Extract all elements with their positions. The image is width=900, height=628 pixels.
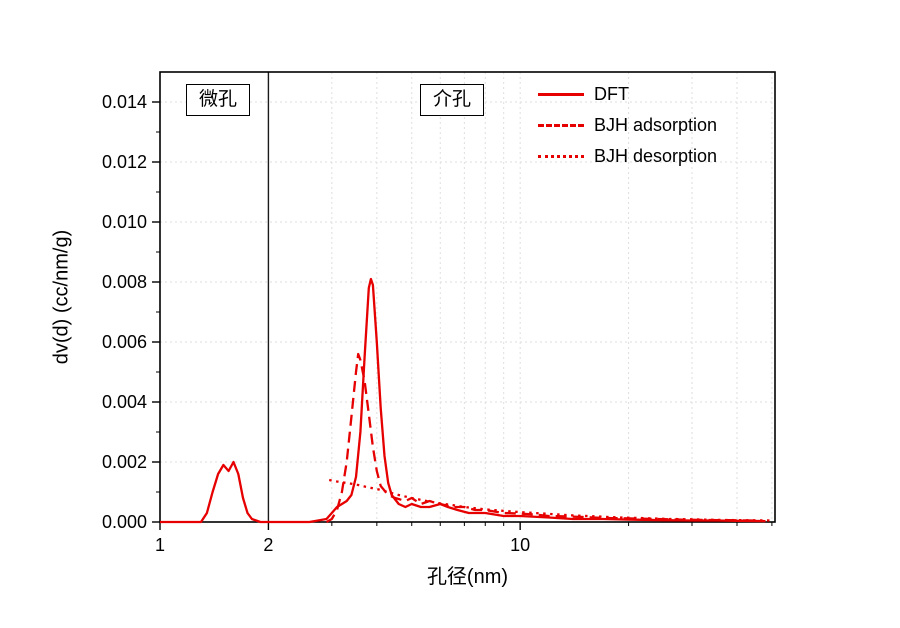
svg-text:0.002: 0.002 <box>102 452 147 472</box>
y-axis-title: dv(d) (cc/nm/g) <box>50 229 73 365</box>
svg-text:0.000: 0.000 <box>102 512 147 532</box>
svg-text:0.004: 0.004 <box>102 392 147 412</box>
legend-label-bjh-desorption: BJH desorption <box>594 145 718 166</box>
legend-label-dft: DFT <box>594 83 629 104</box>
svg-text:0.006: 0.006 <box>102 332 147 352</box>
svg-text:0.010: 0.010 <box>102 212 147 232</box>
svg-text:0.008: 0.008 <box>102 272 147 292</box>
legend-label-bjh-adsorption: BJH adsorption <box>594 114 718 135</box>
legend-item-dft: DFT <box>538 82 717 106</box>
dotted-line-icon <box>538 154 584 158</box>
region-label-mesopore: 介孔 <box>420 84 485 116</box>
region-label-micropore: 微孔 <box>186 84 251 116</box>
svg-text:2: 2 <box>263 535 273 555</box>
svg-text:0.012: 0.012 <box>102 152 147 172</box>
svg-text:10: 10 <box>510 535 530 555</box>
svg-text:0.014: 0.014 <box>102 92 147 112</box>
solid-line-icon <box>538 92 584 96</box>
legend-item-bjh-adsorption: BJH adsorption <box>538 113 717 137</box>
dashed-line-icon <box>538 123 584 127</box>
legend: DFT BJH adsorption BJH desorption <box>538 82 717 168</box>
x-axis-title: 孔径(nm) <box>426 566 509 588</box>
svg-text:1: 1 <box>155 535 165 555</box>
legend-item-bjh-desorption: BJH desorption <box>538 144 717 168</box>
